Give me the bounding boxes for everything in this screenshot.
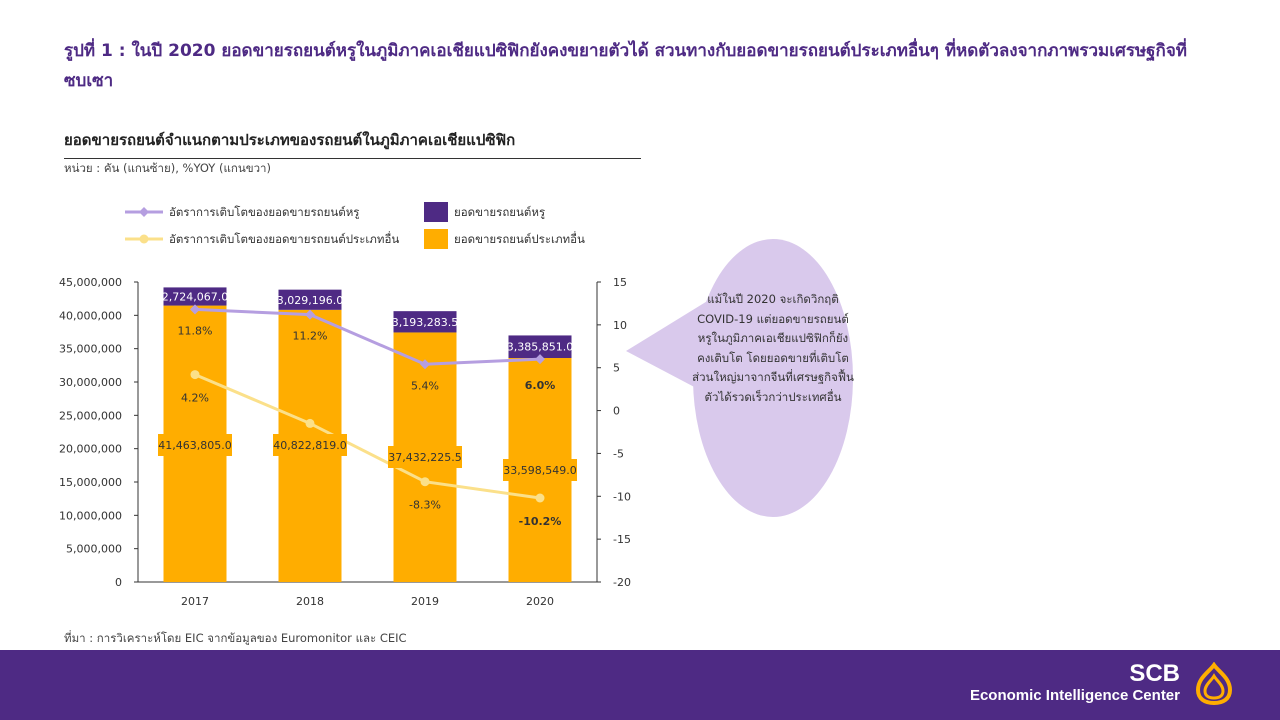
brand-name: SCB xyxy=(1129,660,1180,687)
y-left-tick-label: 15,000,000 xyxy=(59,476,122,489)
y-left-tick-label: 35,000,000 xyxy=(59,343,122,356)
other-growth-point xyxy=(190,370,200,380)
y-right-tick-label: 10 xyxy=(613,319,627,332)
other-value-label: 37,432,225.5 xyxy=(388,451,461,464)
chart: 0 5,000,000 10,000,000 15,000,000 20,000,000… xyxy=(59,202,631,608)
luxury-growth-label: 11.8% xyxy=(178,324,213,337)
source-note: ที่มา : การวิเคราะห์โดย EIC จากข้อมูลของ… xyxy=(64,631,407,645)
y-right-tick-label: -10 xyxy=(613,490,631,503)
y-left-tick-label: 20,000,000 xyxy=(59,443,122,456)
other-growth-point xyxy=(305,418,315,428)
other-growth-line xyxy=(194,373,541,500)
y-right-tick-label: -15 xyxy=(613,533,631,546)
other-value-label: 33,598,549.0 xyxy=(503,464,576,477)
scb-logo-icon xyxy=(1195,662,1233,706)
brand: SCB Economic Intelligence Center xyxy=(970,662,1180,706)
legend-box-swatch xyxy=(424,202,448,222)
bar-luxury-2018 xyxy=(278,289,342,310)
luxury-growth-label: 6.0% xyxy=(525,379,556,392)
other-value-label-box xyxy=(503,459,577,481)
y-left-tick-label: 45,000,000 xyxy=(59,276,122,289)
x-tick-label: 2018 xyxy=(296,595,324,608)
bar-luxury-2017 xyxy=(163,287,227,306)
callout-text: แม้ในปี 2020 จะเกิดวิกฤติ COVID-19 แต่ยอ… xyxy=(692,292,854,404)
luxury-growth-point xyxy=(535,354,545,365)
y-right-tick-label: 5 xyxy=(613,362,620,375)
brand-subtitle: Economic Intelligence Center xyxy=(969,687,1180,704)
other-growth-label: -10.2% xyxy=(519,515,562,528)
luxury-value-label: 2,724,067.0 xyxy=(162,290,228,303)
luxury-growth-label: 5.4% xyxy=(411,379,439,392)
y-left-tick-label: 5,000,000 xyxy=(66,543,122,556)
page-headline: รูปที่ 1 : ในปี 2020 ยอดขายรถยนต์หรูในภู… xyxy=(64,41,1188,91)
other-value-label-box xyxy=(273,434,347,456)
luxury-growth-point xyxy=(190,304,200,315)
legend-entry: ยอดขายรถยนต์หรู xyxy=(454,205,545,219)
y-left-tick-label: 30,000,000 xyxy=(59,376,122,389)
bar-luxury-2020 xyxy=(508,335,572,359)
y-right-tick-label: 15 xyxy=(613,276,627,289)
luxury-value-label: 3,385,851.0 xyxy=(507,341,573,354)
other-growth-label: -8.3% xyxy=(409,499,441,512)
other-value-label: 40,822,819.0 xyxy=(273,439,346,452)
other-growth-point xyxy=(420,477,430,487)
y-left-tick-label: 10,000,000 xyxy=(59,509,122,522)
y-left-tick-label: 0 xyxy=(115,576,122,589)
x-tick-label: 2017 xyxy=(181,595,209,608)
luxury-value-label: 3,193,283.5 xyxy=(392,316,458,329)
other-growth-point xyxy=(535,493,545,503)
legend-marker xyxy=(139,234,149,244)
y-right-tick-label: 0 xyxy=(613,405,620,418)
legend-entry: อัตราการเติบโตของยอดขายรถยนต์ประเภทอื่น xyxy=(169,231,399,246)
y-left-tick-label: 25,000,000 xyxy=(59,409,122,422)
unit-note: หน่วย : คัน (แกนซ้าย), %YOY (แกนขวา) xyxy=(64,161,271,175)
chart-title: ยอดขายรถยนต์จำแนกตามประเภทของรถยนต์ในภูม… xyxy=(64,128,641,159)
other-growth-label: 4.2% xyxy=(181,392,209,405)
luxury-growth-label: 11.2% xyxy=(293,330,328,343)
bar-luxury-2019 xyxy=(393,311,457,333)
x-tick-label: 2020 xyxy=(526,595,554,608)
y-right-tick-label: -5 xyxy=(613,447,624,460)
legend-entry: ยอดขายรถยนต์ประเภทอื่น xyxy=(454,231,585,246)
footer-bar: SCB Economic Intelligence Center xyxy=(0,650,1280,720)
x-tick-label: 2019 xyxy=(411,595,439,608)
luxury-growth-point xyxy=(420,359,430,370)
y-left-tick-label: 40,000,000 xyxy=(59,309,122,322)
other-value-label-box xyxy=(158,434,232,456)
callout-bubble xyxy=(626,239,853,517)
legend-marker xyxy=(139,207,149,217)
other-value-label-box xyxy=(388,446,462,468)
y-right-tick-label: -20 xyxy=(613,576,631,589)
legend-box-swatch xyxy=(424,229,448,249)
luxury-growth-line xyxy=(194,307,541,366)
luxury-growth-point xyxy=(305,309,315,320)
luxury-value-label: 3,029,196.0 xyxy=(277,294,343,307)
legend-entry: อัตราการเติบโตของยอดขายรถยนต์หรู xyxy=(169,205,359,219)
other-value-label: 41,463,805.0 xyxy=(158,439,231,452)
